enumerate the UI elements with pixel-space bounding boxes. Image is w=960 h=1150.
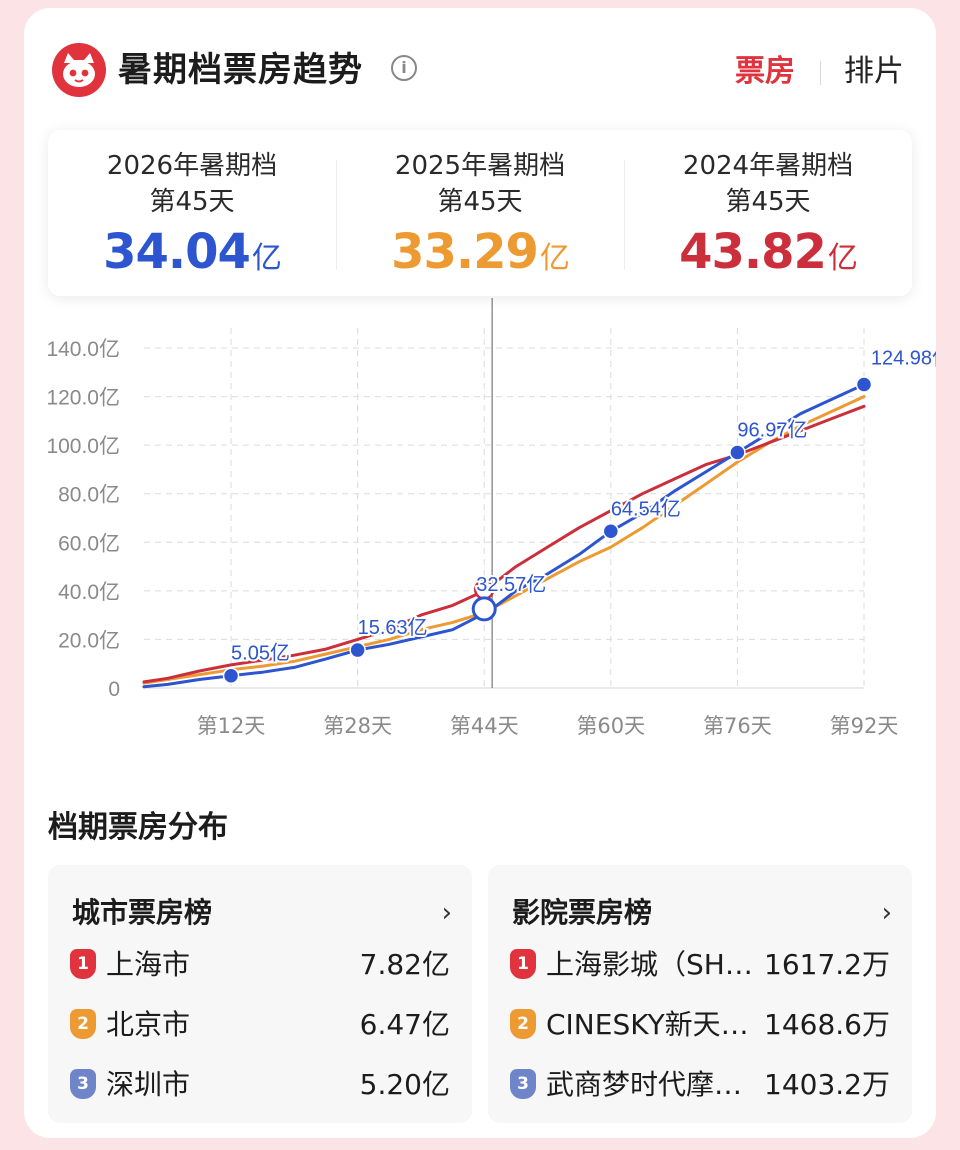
x-tick-label: 第12天 bbox=[197, 714, 266, 738]
y-tick-label: 120.0亿 bbox=[46, 387, 120, 410]
rank-badge: 2 bbox=[510, 1009, 536, 1039]
data-point bbox=[855, 376, 873, 393]
data-label: 96.97亿 bbox=[737, 419, 807, 442]
stat-value: 33.29亿 bbox=[336, 222, 624, 289]
stat-2026: 2026年暑期档 第45天 34.04亿 bbox=[48, 130, 336, 296]
x-tick-label: 第92天 bbox=[830, 714, 899, 738]
y-tick-label: 60.0亿 bbox=[58, 532, 120, 555]
stat-day-label: 第45天 bbox=[437, 187, 523, 217]
y-tick-label: 100.0亿 bbox=[46, 435, 120, 458]
cinema-name: CINESKY新天… bbox=[546, 1008, 749, 1041]
x-tick-label: 第44天 bbox=[450, 714, 519, 738]
rank-badge: 1 bbox=[510, 949, 536, 979]
stat-year-label: 2025年暑期档 bbox=[394, 151, 566, 181]
city-rank-row[interactable]: 3 深圳市 5.20亿 bbox=[70, 1063, 450, 1107]
tab-box-office[interactable]: 票房 bbox=[735, 54, 795, 89]
cinema-ranking-panel[interactable]: 影院票房榜 › 1 上海影城（SH… 1617.2万 2 CINESKY新天… … bbox=[488, 865, 912, 1123]
stat-unit: 亿 bbox=[251, 241, 282, 276]
chart-svg[interactable]: 140.0亿 120.0亿 100.0亿 80.0亿 60.0亿 40.0亿 20.0亿 0 第… bbox=[24, 8, 936, 768]
data-point bbox=[222, 667, 240, 684]
page-title: 暑期档票房趋势 bbox=[118, 50, 363, 90]
season-comparison-panel: 2026年暑期档 第45天 34.04亿 2025年暑期档 第45天 33.29… bbox=[48, 130, 912, 296]
city-box-office: 7.82亿 bbox=[359, 948, 450, 981]
data-label: 64.54亿 bbox=[611, 497, 681, 520]
maoyan-cat-logo-icon bbox=[52, 43, 106, 97]
data-point bbox=[602, 523, 620, 540]
y-tick-label: 40.0亿 bbox=[58, 581, 120, 604]
cinema-name: 武商梦时代摩… bbox=[546, 1068, 743, 1101]
city-rank-row[interactable]: 2 北京市 6.47亿 bbox=[70, 1003, 450, 1047]
stat-divider bbox=[624, 160, 625, 270]
cinema-name: 上海影城（SH… bbox=[546, 948, 753, 981]
cinema-rank-row[interactable]: 2 CINESKY新天… 1468.6万 bbox=[510, 1003, 890, 1047]
cinema-rank-row[interactable]: 3 武商梦时代摩… 1403.2万 bbox=[510, 1063, 890, 1107]
city-ranking-panel[interactable]: 城市票房榜 › 1 上海市 7.82亿 2 北京市 6.47亿 3 深圳市 5.… bbox=[48, 865, 472, 1123]
data-label: 15.63亿 bbox=[358, 616, 428, 639]
city-name: 北京市 bbox=[106, 1008, 191, 1041]
stat-day-label: 第45天 bbox=[149, 187, 235, 217]
stat-number: 34.04 bbox=[103, 224, 251, 280]
cinema-box-office: 1403.2万 bbox=[764, 1068, 890, 1101]
cinema-box-office: 1468.6万 bbox=[764, 1008, 890, 1041]
data-label: 5.05亿 bbox=[231, 642, 290, 665]
rank-badge: 2 bbox=[70, 1009, 96, 1039]
stat-unit: 亿 bbox=[827, 241, 858, 276]
city-ranking-title: 城市票房榜 bbox=[72, 896, 213, 929]
chevron-right-icon[interactable]: › bbox=[441, 898, 452, 928]
data-point bbox=[729, 444, 746, 461]
stat-value: 34.04亿 bbox=[48, 222, 336, 289]
data-label: 32.57亿 bbox=[476, 573, 546, 596]
tab-screenings[interactable]: 排片 bbox=[844, 54, 904, 89]
city-rank-row[interactable]: 1 上海市 7.82亿 bbox=[70, 943, 450, 987]
cinema-ranking-title: 影院票房榜 bbox=[512, 896, 653, 929]
data-point bbox=[471, 596, 497, 622]
chevron-right-icon[interactable]: › bbox=[881, 898, 892, 928]
data-point bbox=[349, 641, 366, 659]
stat-year-label: 2024年暑期档 bbox=[682, 151, 854, 181]
distribution-section-title: 档期票房分布 bbox=[48, 810, 228, 845]
stat-day-label: 第45天 bbox=[725, 187, 811, 217]
data-label: 124.98亿 bbox=[871, 346, 936, 369]
stat-divider bbox=[336, 160, 337, 270]
city-name: 深圳市 bbox=[106, 1068, 191, 1101]
y-tick-label: 20.0亿 bbox=[58, 629, 120, 652]
city-name: 上海市 bbox=[106, 948, 191, 981]
city-box-office: 5.20亿 bbox=[359, 1068, 450, 1101]
cinema-rank-row[interactable]: 1 上海影城（SH… 1617.2万 bbox=[510, 943, 890, 987]
city-box-office: 6.47亿 bbox=[359, 1008, 450, 1041]
stat-value: 43.82亿 bbox=[624, 222, 912, 289]
rank-badge: 3 bbox=[70, 1069, 96, 1099]
rank-badge: 3 bbox=[510, 1069, 536, 1099]
stat-2025: 2025年暑期档 第45天 33.29亿 bbox=[336, 130, 624, 296]
y-tick-label: 140.0亿 bbox=[46, 338, 120, 361]
x-tick-label: 第76天 bbox=[703, 714, 772, 738]
x-tick-label: 第28天 bbox=[323, 714, 392, 738]
stat-unit: 亿 bbox=[539, 241, 570, 276]
info-icon[interactable]: i bbox=[391, 55, 417, 81]
rank-badge: 1 bbox=[70, 949, 96, 979]
x-tick-label: 第60天 bbox=[576, 714, 645, 738]
stat-number: 43.82 bbox=[679, 224, 827, 280]
stat-2024: 2024年暑期档 第45天 43.82亿 bbox=[624, 130, 912, 296]
stat-number: 33.29 bbox=[391, 224, 539, 280]
series-line bbox=[142, 404, 866, 684]
tab-divider bbox=[820, 61, 821, 85]
box-office-card: 暑期档票房趋势 i 票房 排片 2026年暑期档 第45天 34.04亿 202… bbox=[24, 8, 936, 1138]
y-tick-label: 80.0亿 bbox=[58, 484, 120, 507]
y-tick-label: 0 bbox=[108, 678, 120, 701]
cinema-box-office: 1617.2万 bbox=[764, 948, 890, 981]
stat-year-label: 2026年暑期档 bbox=[106, 151, 278, 181]
